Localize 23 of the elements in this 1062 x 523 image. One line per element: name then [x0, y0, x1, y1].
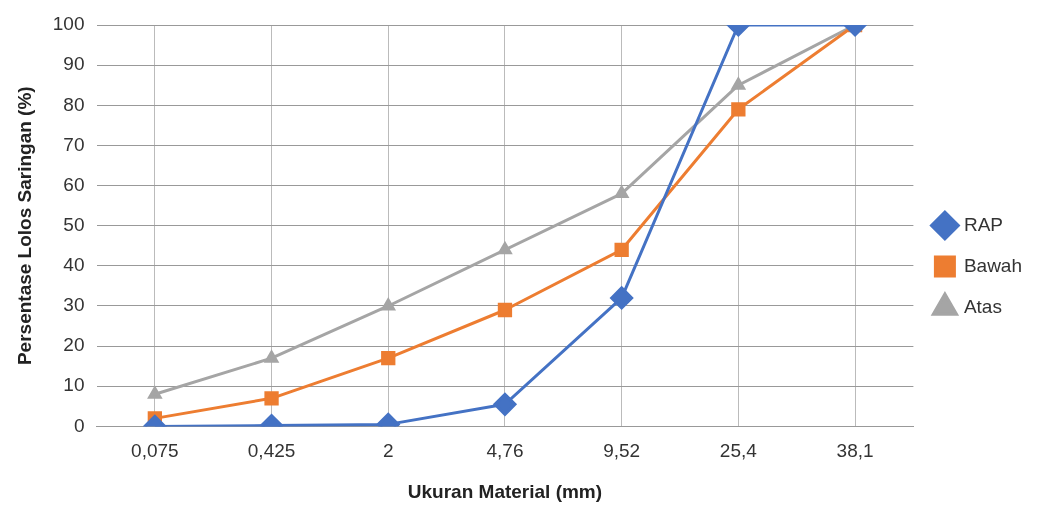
- x-tick-label: 2: [382, 440, 394, 462]
- y-tick-label: 30: [63, 294, 85, 316]
- y-tick-label: 50: [63, 213, 85, 235]
- legend-label: Bawah: [963, 254, 1023, 276]
- x-tick-label: 4,76: [486, 440, 524, 462]
- x-tick-label: 0,075: [131, 440, 179, 462]
- y-axis-title: Persentase Lolos Saringan (%): [13, 86, 35, 366]
- x-axis-title: Ukuran Material (mm): [407, 480, 603, 502]
- legend-label: Atas: [963, 295, 1002, 317]
- x-tick-label: 9,52: [603, 440, 641, 462]
- y-tick-label: 100: [52, 13, 85, 35]
- y-tick-label: 60: [63, 173, 85, 195]
- y-tick-label: 20: [63, 334, 85, 356]
- y-tick-label: 0: [73, 414, 85, 436]
- x-tick-label: 38,1: [836, 440, 874, 462]
- y-tick-label: 70: [63, 133, 85, 155]
- y-tick-label: 90: [63, 53, 85, 75]
- y-tick-label: 10: [63, 374, 85, 396]
- legend-label: RAP: [963, 213, 1003, 235]
- y-tick-label: 80: [63, 93, 85, 115]
- x-tick-label: 25,4: [719, 440, 758, 462]
- x-tick-label: 0,425: [247, 440, 296, 462]
- y-tick-label: 40: [63, 254, 85, 276]
